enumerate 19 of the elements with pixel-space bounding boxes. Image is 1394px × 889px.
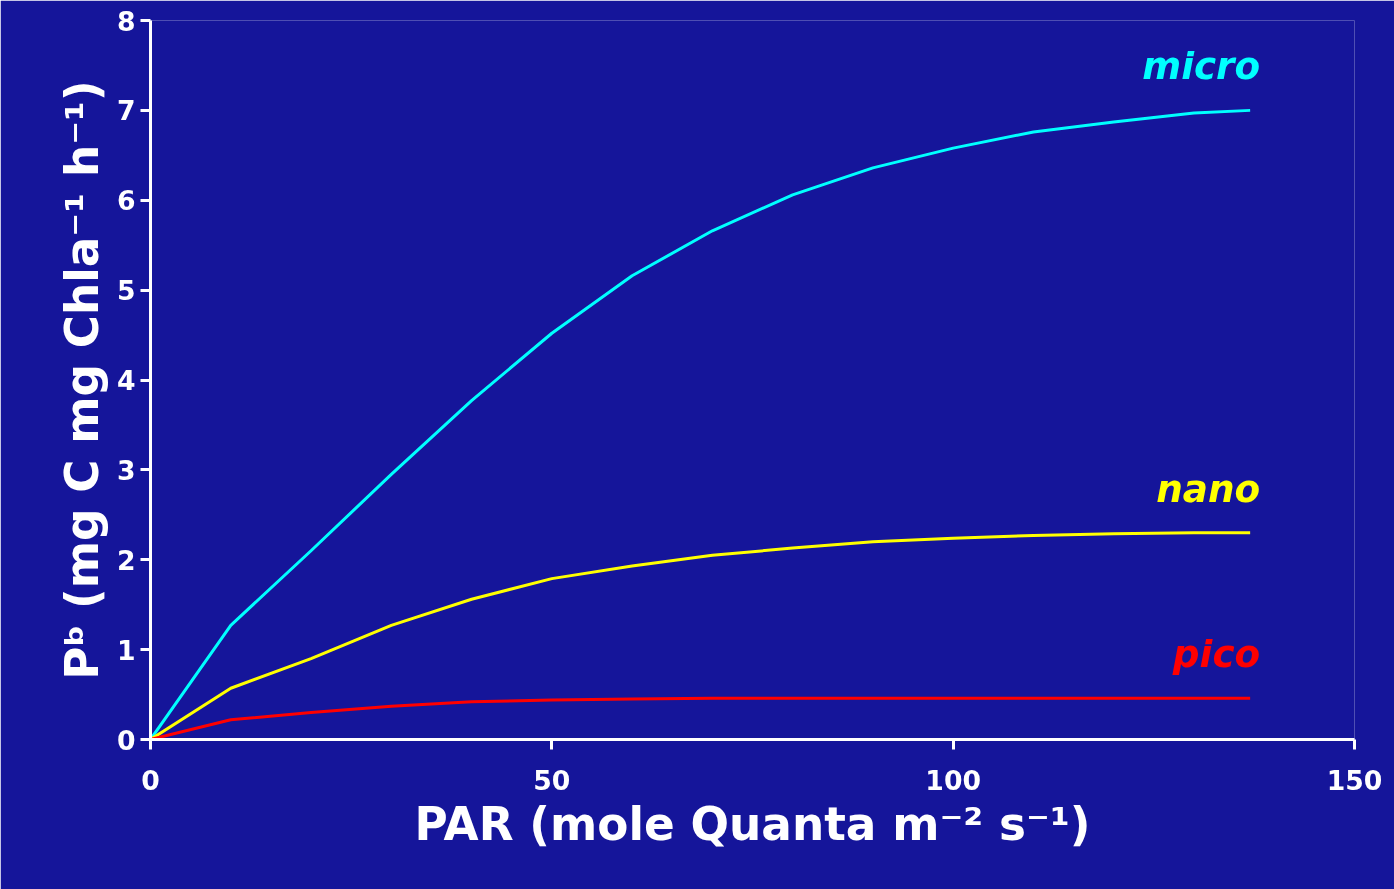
x-tick-label: 50 xyxy=(533,764,571,796)
x-tick-label: 0 xyxy=(141,764,160,796)
y-tick-label: 3 xyxy=(116,454,136,486)
y-tick-label: 0 xyxy=(116,724,136,756)
x-axis-title: PAR (mole Quanta m⁻² s⁻¹) xyxy=(414,797,1091,851)
series-label: micro xyxy=(1142,44,1261,89)
y-tick-label: 2 xyxy=(116,544,136,576)
line-series xyxy=(150,696,1252,740)
y-tick-label: 7 xyxy=(116,95,136,127)
y-axis-title: Pᵇ (mg C mg Chla⁻¹ h⁻¹) xyxy=(55,80,109,680)
series-label: pico xyxy=(1171,632,1261,677)
y-tick-label: 4 xyxy=(116,365,136,396)
y-tick-label: 8 xyxy=(116,5,136,37)
y-tick-label: 1 xyxy=(116,634,136,666)
series-label: nano xyxy=(1156,466,1261,511)
x-tick-label: 150 xyxy=(1326,764,1383,796)
y-tick-label: 5 xyxy=(116,275,136,307)
y-tick-label: 6 xyxy=(116,185,136,217)
x-tick-label: 100 xyxy=(925,764,981,796)
